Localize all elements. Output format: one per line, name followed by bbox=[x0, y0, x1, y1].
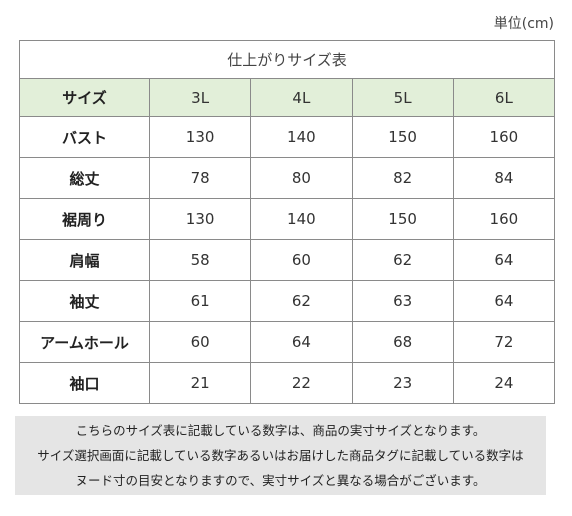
table-cell: 140 bbox=[250, 198, 353, 240]
table-cell: 72 bbox=[452, 321, 556, 363]
table-cell: 68 bbox=[351, 321, 454, 363]
table-header-row: サイズ 3L 4L 5L 6L bbox=[19, 78, 556, 117]
table-cell: 130 bbox=[148, 198, 252, 240]
header-size-4l: 4L bbox=[250, 78, 353, 117]
table-cell: 63 bbox=[351, 280, 454, 322]
table-row: 肩幅 58 60 62 64 bbox=[19, 239, 556, 281]
table-cell: 82 bbox=[351, 157, 454, 199]
row-label: 総丈 bbox=[19, 157, 150, 199]
size-table: 仕上がりサイズ表 サイズ 3L 4L 5L 6L バスト 130 140 150… bbox=[19, 40, 556, 404]
table-row: 袖口 21 22 23 24 bbox=[19, 362, 556, 404]
table-cell: 23 bbox=[351, 362, 454, 404]
table-row: 総丈 78 80 82 84 bbox=[19, 157, 556, 199]
table-cell: 22 bbox=[250, 362, 353, 404]
note-box: こちらのサイズ表に記載している数字は、商品の実寸サイズとなります。 サイズ選択画… bbox=[15, 416, 546, 495]
table-cell: 140 bbox=[250, 116, 353, 158]
table-cell: 62 bbox=[250, 280, 353, 322]
header-size-label: サイズ bbox=[19, 78, 150, 117]
table-cell: 24 bbox=[452, 362, 556, 404]
unit-label: 単位(cm) bbox=[493, 16, 554, 32]
table-cell: 61 bbox=[148, 280, 252, 322]
row-label: バスト bbox=[19, 116, 150, 158]
table-row: 袖丈 61 62 63 64 bbox=[19, 280, 556, 322]
table-cell: 150 bbox=[351, 198, 454, 240]
note-line: サイズ選択画面に記載している数字あるいはお届けした商品タグに記載している数字は bbox=[37, 448, 524, 463]
table-cell: 160 bbox=[452, 198, 556, 240]
table-row: 裾周り 130 140 150 160 bbox=[19, 198, 556, 240]
table-cell: 78 bbox=[148, 157, 252, 199]
table-cell: 60 bbox=[148, 321, 252, 363]
table-cell: 60 bbox=[250, 239, 353, 281]
table-cell: 84 bbox=[452, 157, 556, 199]
row-label: 袖丈 bbox=[19, 280, 150, 322]
header-size-5l: 5L bbox=[351, 78, 454, 117]
table-cell: 130 bbox=[148, 116, 252, 158]
table-cell: 80 bbox=[250, 157, 353, 199]
table-cell: 150 bbox=[351, 116, 454, 158]
table-cell: 62 bbox=[351, 239, 454, 281]
table-cell: 64 bbox=[452, 239, 556, 281]
table-title: 仕上がりサイズ表 bbox=[19, 40, 555, 79]
row-label: 裾周り bbox=[19, 198, 150, 240]
row-label: アームホール bbox=[19, 321, 150, 363]
header-size-6l: 6L bbox=[452, 78, 556, 117]
row-label: 肩幅 bbox=[19, 239, 150, 281]
table-cell: 160 bbox=[452, 116, 556, 158]
table-row: アームホール 60 64 68 72 bbox=[19, 321, 556, 363]
row-label: 袖口 bbox=[19, 362, 150, 404]
table-cell: 64 bbox=[250, 321, 353, 363]
table-cell: 64 bbox=[452, 280, 556, 322]
note-line: こちらのサイズ表に記載している数字は、商品の実寸サイズとなります。 bbox=[75, 423, 486, 438]
table-cell: 21 bbox=[148, 362, 252, 404]
header-size-3l: 3L bbox=[148, 78, 252, 117]
table-title-row: 仕上がりサイズ表 bbox=[19, 40, 555, 79]
table-cell: 58 bbox=[148, 239, 252, 281]
note-line: ヌード寸の目安となりますので、実寸サイズと異なる場合がございます。 bbox=[75, 473, 486, 488]
table-row: バスト 130 140 150 160 bbox=[19, 116, 556, 158]
